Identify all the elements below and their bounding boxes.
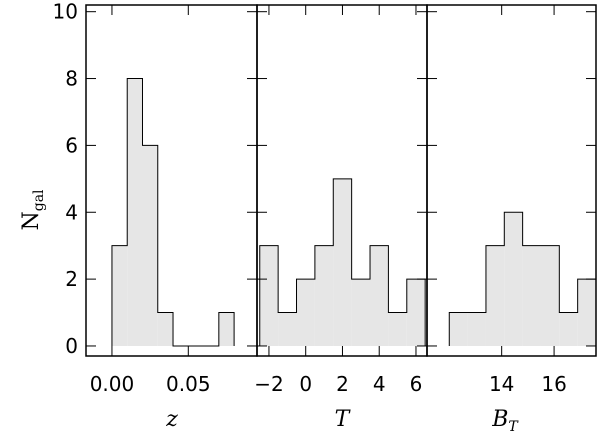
- panel-frame: [426, 4, 597, 357]
- histogram-bar: [351, 279, 371, 346]
- y-axis-title-sub: gal: [31, 189, 47, 211]
- histogram-bar: [218, 312, 235, 346]
- x-tick-label: 16: [541, 372, 566, 396]
- x-tick-label: 14: [489, 372, 514, 396]
- histogram-bar: [449, 312, 468, 346]
- histogram-bar: [540, 245, 560, 346]
- y-axis-title: Ngal: [19, 189, 47, 231]
- x-tick-label: 6: [410, 372, 423, 396]
- histogram-bar: [388, 312, 407, 346]
- histogram-bar: [278, 312, 297, 346]
- histogram-bar: [259, 245, 279, 346]
- x-axis-title-z: z: [165, 407, 178, 432]
- x-tick-label: 0.05: [166, 372, 211, 396]
- histogram-bar: [111, 245, 128, 346]
- histogram-bar: [559, 312, 578, 346]
- x-axis-title-bt-sub: T: [508, 419, 519, 434]
- histogram-bar: [142, 145, 158, 346]
- histogram-bar: [296, 279, 315, 346]
- histogram-bar: [157, 312, 174, 346]
- y-tick-label: 4: [65, 200, 78, 224]
- histogram-outline: [448, 211, 597, 346]
- y-tick-label: 2: [65, 267, 78, 291]
- x-axis-title-t: T: [335, 407, 352, 432]
- histogram-bar: [522, 245, 541, 346]
- histogram-outline: [111, 78, 235, 347]
- histogram-bar: [406, 279, 426, 346]
- histogram-bar: [333, 178, 352, 346]
- x-tick-label: 4: [373, 372, 386, 396]
- panel-z: 0.00 0.05 0 2 4 6 8 10: [53, 0, 258, 396]
- histogram-bar: [314, 245, 334, 346]
- histogram-bar: [485, 245, 505, 346]
- panel-bt: 14 16: [426, 4, 597, 396]
- histogram-outline: [259, 178, 426, 346]
- panel-t: −2 0 2 4 6: [254, 4, 428, 396]
- x-axis-title-bt-main: B: [491, 407, 508, 432]
- y-tick-label: 0: [65, 334, 78, 358]
- y-axis-title-main: N: [19, 211, 44, 230]
- histogram-bar: [127, 78, 143, 346]
- histogram-bar: [467, 312, 486, 346]
- x-tick-label: 0: [299, 372, 312, 396]
- y-tick-label: 10: [53, 0, 78, 24]
- histogram-bar: [370, 245, 389, 346]
- x-axis-title-bt: BT: [491, 407, 519, 434]
- x-tick-label: −2: [254, 372, 283, 396]
- y-tick-label: 6: [65, 133, 78, 157]
- y-tick-label: 8: [65, 67, 78, 91]
- histogram-bar: [504, 212, 523, 346]
- histogram-bar: [577, 279, 596, 346]
- x-tick-label: 0.00: [90, 372, 135, 396]
- x-tick-label: 2: [336, 372, 349, 396]
